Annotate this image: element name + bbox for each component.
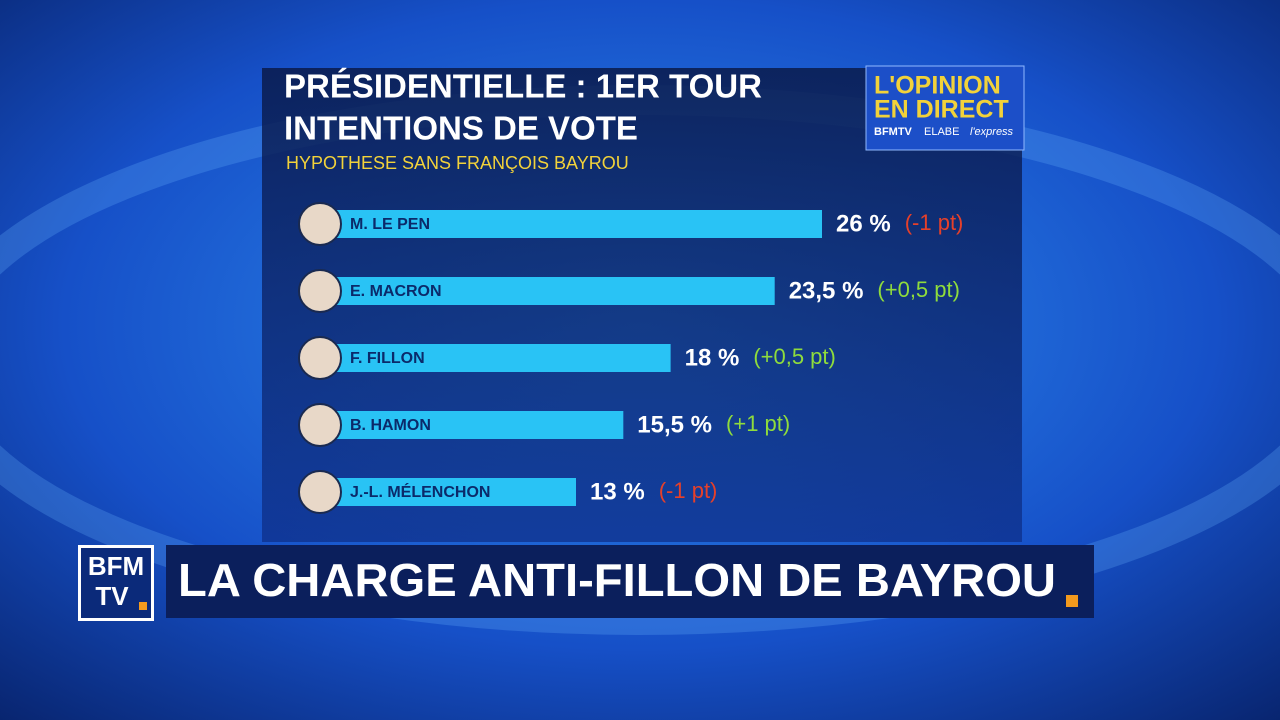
channel-logo-text: BFM (88, 551, 144, 581)
change-label: (-1 pt) (905, 210, 964, 235)
chart-subtitle: HYPOTHESE SANS FRANÇOIS BAYROU (286, 153, 629, 173)
value-label: 13 % (590, 478, 645, 505)
value-label: 15,5 % (637, 411, 712, 438)
portrait (298, 403, 342, 447)
change-label: (+0,5 pt) (753, 344, 836, 369)
portrait (298, 470, 342, 514)
chart-title: INTENTIONS DE VOTE (284, 110, 638, 147)
value-label: 18 % (685, 344, 740, 371)
bar (330, 210, 822, 238)
category-label: M. LE PEN (350, 216, 430, 233)
value-label: 26 % (836, 210, 891, 237)
bar (330, 277, 775, 305)
logo-box (865, 65, 1025, 151)
channel-logo-text: TV (95, 581, 129, 611)
bar (330, 411, 624, 439)
portrait (298, 269, 342, 313)
portrait (298, 202, 342, 246)
category-label: B. HAMON (350, 417, 431, 434)
channel-logo: BFM TV (78, 545, 154, 621)
category-label: J.-L. MÉLENCHON (350, 482, 490, 501)
logo-text: L'OPINION (874, 72, 1001, 100)
banner-dot (1066, 595, 1078, 607)
logo-text: EN DIRECT (874, 96, 1009, 124)
portrait (298, 336, 342, 380)
bar (330, 478, 576, 506)
bar (330, 344, 671, 372)
change-label: (-1 pt) (659, 478, 718, 503)
banner (166, 545, 1094, 618)
logo-partner: BFMTV (874, 126, 913, 138)
change-label: (+0,5 pt) (877, 277, 960, 302)
value-label: 23,5 % (789, 277, 864, 304)
category-label: F. FILLON (350, 350, 425, 367)
channel-logo-dot (139, 602, 147, 610)
logo-partner: l'express (970, 126, 1014, 138)
category-label: E. MACRON (350, 283, 442, 300)
chart-title: PRÉSIDENTIELLE : 1ER TOUR (284, 68, 762, 105)
banner-text: LA CHARGE ANTI-FILLON DE BAYROU (178, 554, 1056, 606)
logo: L'OPINION EN DIRECT BFMTV ELABE l'expres… (865, 65, 1025, 151)
change-label: (+1 pt) (726, 411, 790, 436)
logo-partner: ELABE (924, 126, 959, 138)
